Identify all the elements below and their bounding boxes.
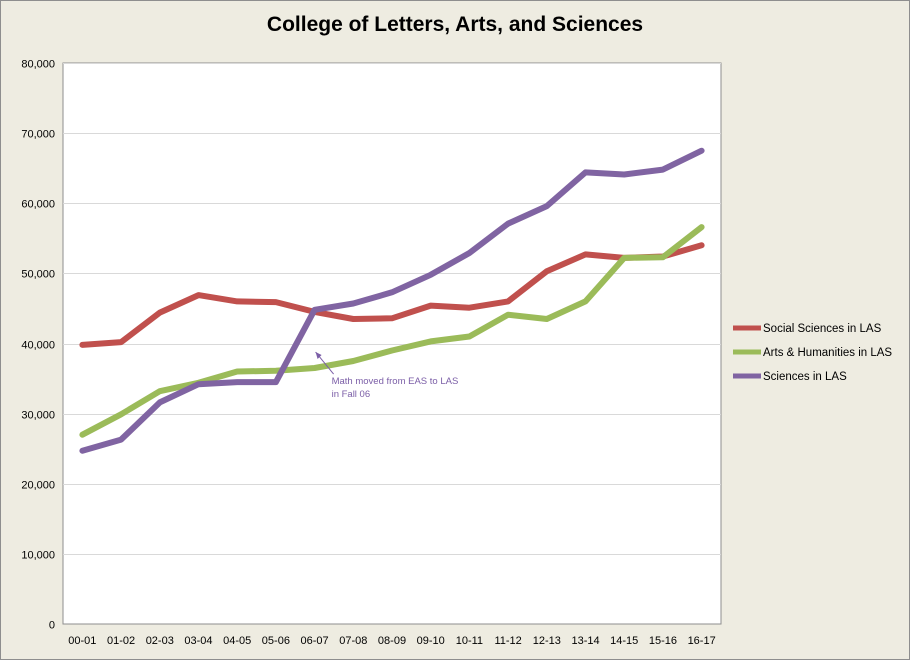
y-tick-label: 80,000 [21,59,55,71]
y-tick-label: 0 [49,620,55,632]
y-tick-label: 50,000 [21,269,55,281]
annotation-arrowhead [315,352,322,360]
x-tick-label: 01-02 [107,635,135,647]
x-tick-label: 09-10 [417,635,445,647]
legend-label-1: Social Sciences in LAS [763,323,882,335]
x-tick-label: 07-08 [339,635,367,647]
chart-title: College of Letters, Arts, and Sciences [266,13,644,36]
legend-label-3: Sciences in LAS [763,371,847,383]
y-tick-label: 40,000 [21,340,55,352]
x-tick-label: 05-06 [262,635,290,647]
x-tick-label: 02-03 [146,635,174,647]
y-tick-label: 20,000 [21,480,55,492]
x-tick-label: 03-04 [184,635,212,647]
y-tick-label: 60,000 [21,199,55,211]
legend-label-2: Arts & Humanities in LAS [763,347,892,359]
x-tick-label: 16-17 [688,635,716,647]
x-tick-label: 08-09 [378,635,406,647]
x-tick-label: 12-13 [533,635,561,647]
x-tick-label: 00-01 [68,635,96,647]
annotation-line-2: in Fall 06 [332,389,371,400]
x-tick-label: 11-12 [494,635,521,647]
x-tick-label: 04-05 [223,635,251,647]
series-line-3 [79,147,705,454]
series-line-2 [79,224,705,438]
x-tick-label: 13-14 [571,635,599,647]
x-tick-label: 15-16 [649,635,677,647]
series-line-1 [79,242,705,348]
x-tick-label: 14-15 [610,635,638,647]
annotation-line-1: Math moved from EAS to LAS [332,376,459,387]
y-tick-label: 10,000 [21,550,55,562]
y-tick-label: 30,000 [21,410,55,422]
y-tick-label: 70,000 [21,129,55,141]
plot-area [62,62,722,625]
x-tick-label: 10-11 [456,635,483,647]
x-tick-label: 06-07 [301,635,329,647]
